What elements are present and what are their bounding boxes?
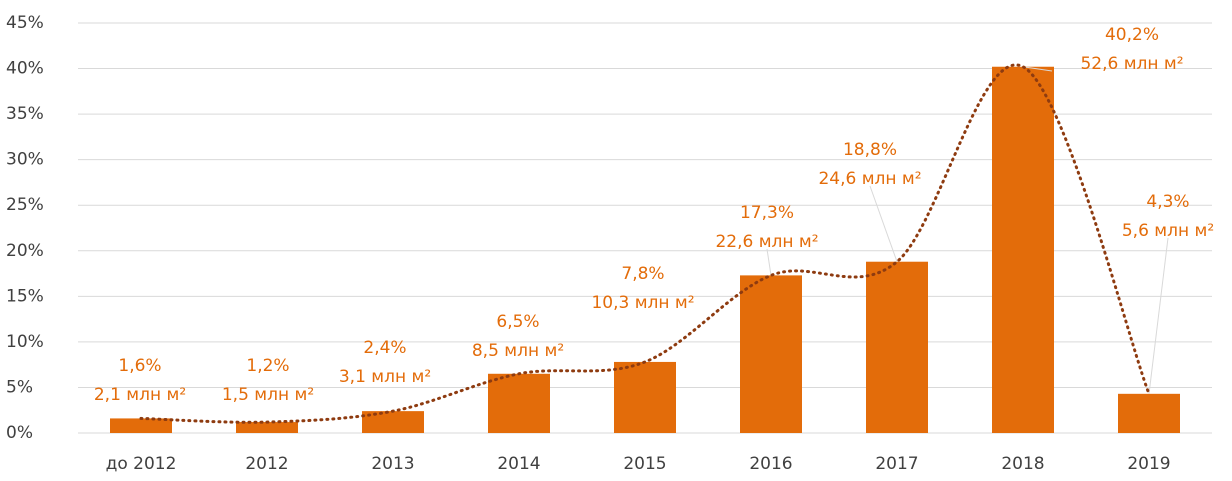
area-label: 8,5 млн м²	[472, 341, 564, 361]
value-label: 40,2%	[1105, 25, 1159, 45]
x-tick-label: 2019	[1127, 454, 1170, 474]
value-label: 7,8%	[621, 264, 664, 284]
x-tick-label: 2012	[245, 454, 288, 474]
trend-line	[139, 63, 1151, 424]
area-label: 52,6 млн м²	[1080, 54, 1183, 74]
leader-line	[869, 185, 898, 262]
value-label: 18,8%	[843, 140, 897, 160]
area-label: 1,5 млн м²	[222, 385, 314, 405]
value-label: 6,5%	[496, 312, 539, 332]
bar	[740, 275, 802, 433]
bar	[992, 66, 1054, 433]
bar	[488, 373, 550, 433]
y-tick-label: 10%	[6, 332, 44, 352]
bar	[236, 422, 298, 433]
value-label: 17,3%	[740, 203, 794, 223]
value-label: 2,4%	[363, 338, 406, 358]
x-tick-label: 2017	[875, 454, 918, 474]
area-label: 2,1 млн м²	[94, 385, 186, 405]
leader-line	[1022, 66, 1053, 72]
bar	[866, 261, 928, 433]
x-tick-label: до 2012	[106, 454, 177, 474]
value-label: 1,2%	[246, 356, 289, 376]
y-tick-label: 20%	[6, 241, 44, 261]
y-tick-label: 30%	[6, 150, 44, 170]
y-tick-label: 0%	[6, 423, 33, 443]
y-tick-label: 15%	[6, 286, 44, 306]
y-tick-label: 45%	[6, 13, 44, 33]
area-label: 22,6 млн м²	[715, 232, 818, 252]
x-tick-label: 2015	[623, 454, 666, 474]
value-label: 4,3%	[1146, 192, 1189, 212]
bar	[1118, 393, 1180, 433]
x-tick-label: 2018	[1001, 454, 1044, 474]
y-tick-label: 25%	[6, 195, 44, 215]
bar	[362, 411, 424, 433]
leader-line	[1148, 237, 1169, 394]
y-tick-label: 35%	[6, 104, 44, 124]
x-tick-label: 2014	[497, 454, 540, 474]
area-label: 5,6 млн м²	[1122, 221, 1214, 241]
area-label: 24,6 млн м²	[818, 169, 921, 189]
bar	[614, 361, 676, 433]
area-label: 10,3 млн м²	[591, 293, 694, 313]
bar	[110, 418, 172, 433]
y-tick-label: 5%	[6, 377, 33, 397]
x-tick-label: 2013	[371, 454, 414, 474]
y-tick-label: 40%	[6, 59, 44, 79]
area-label: 3,1 млн м²	[339, 367, 431, 387]
value-label: 1,6%	[118, 356, 161, 376]
leader-line	[766, 248, 772, 276]
x-tick-label: 2016	[749, 454, 792, 474]
